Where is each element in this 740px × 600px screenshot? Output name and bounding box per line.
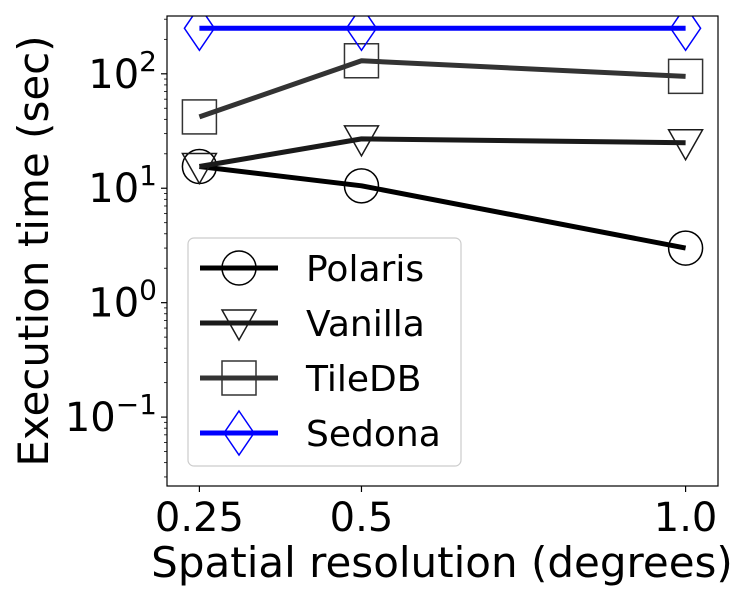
x-tick-label: 1.0 bbox=[654, 495, 718, 541]
series-polaris-line bbox=[199, 164, 687, 251]
y-tick-label: 101 bbox=[88, 159, 157, 212]
series-tiledb-point bbox=[667, 58, 704, 95]
x-axis-title: Spatial resolution (degrees) bbox=[151, 538, 733, 587]
legend-label-tiledb: TileDB bbox=[305, 359, 421, 400]
legend-marker-sedona bbox=[223, 409, 255, 457]
y-tick-label: 10−1 bbox=[65, 388, 157, 441]
series-tiledb-line bbox=[198, 58, 686, 120]
y-tick-label: 100 bbox=[88, 274, 157, 327]
series-vanilla-point bbox=[181, 152, 218, 185]
series-sedona-point bbox=[183, 16, 216, 52]
series-sedona-point bbox=[669, 16, 702, 52]
series-sedona bbox=[183, 16, 702, 52]
legend-box bbox=[187, 237, 462, 467]
legend-marker-vanilla bbox=[220, 309, 258, 342]
series-tiledb-point bbox=[181, 99, 218, 135]
legend-label-polaris: Polaris bbox=[306, 249, 424, 290]
legend-item-sedona: Sedona bbox=[200, 409, 441, 457]
series-vanilla-point bbox=[667, 128, 704, 162]
legend-marker-tiledb bbox=[221, 360, 257, 396]
x-tick-label: 0.25 bbox=[155, 495, 244, 541]
y-axis-title: Execution time (sec) bbox=[9, 35, 58, 466]
series-sedona-point bbox=[345, 16, 378, 52]
legend-item-vanilla: Vanilla bbox=[200, 304, 425, 345]
x-tick-label: 0.5 bbox=[330, 495, 394, 541]
series-vanilla bbox=[181, 125, 704, 185]
series-vanilla-point bbox=[343, 125, 380, 158]
series-polaris-point bbox=[667, 230, 704, 266]
plot-frame bbox=[166, 15, 719, 487]
legend: Polaris Vanilla TileDB Sedona bbox=[187, 237, 462, 467]
series-tiledb-point bbox=[343, 43, 380, 79]
series-polaris-point bbox=[343, 168, 380, 204]
legend-label-vanilla: Vanilla bbox=[306, 304, 425, 345]
series-vanilla-line bbox=[198, 136, 686, 169]
series-tiledb bbox=[181, 43, 704, 135]
y-tick-label: 102 bbox=[88, 45, 157, 98]
legend-marker-polaris bbox=[221, 250, 257, 286]
legend-item-polaris: Polaris bbox=[200, 249, 424, 290]
legend-label-sedona: Sedona bbox=[306, 414, 441, 455]
legend-item-tiledb: TileDB bbox=[200, 359, 421, 400]
